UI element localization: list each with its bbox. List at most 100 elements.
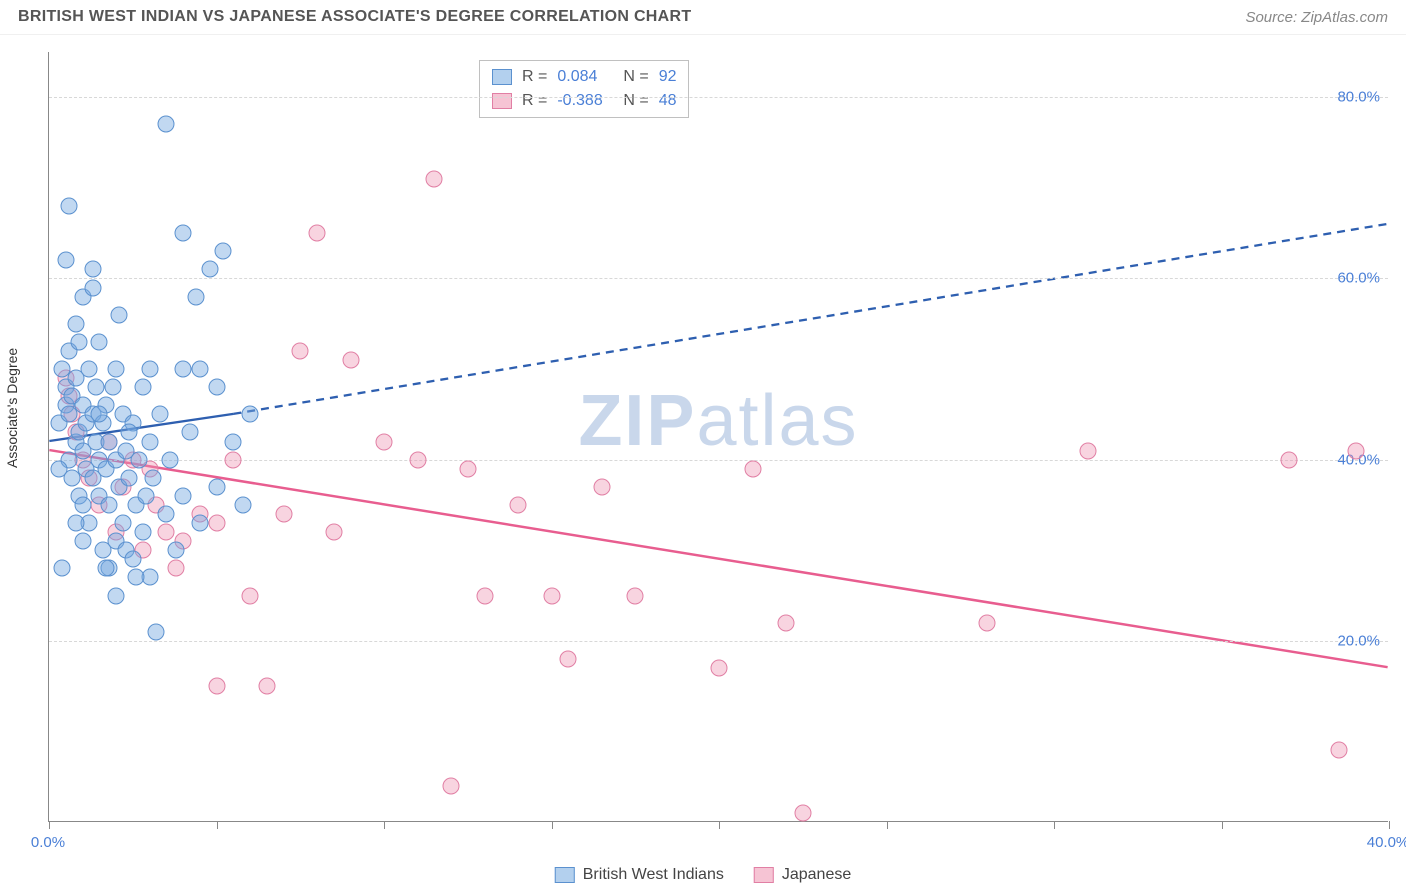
data-point bbox=[778, 614, 795, 631]
data-point bbox=[1330, 741, 1347, 758]
y-tick-label: 80.0% bbox=[1337, 89, 1380, 106]
data-point bbox=[101, 496, 118, 513]
data-point bbox=[141, 433, 158, 450]
data-point bbox=[151, 406, 168, 423]
data-point bbox=[74, 496, 91, 513]
data-point bbox=[1347, 442, 1364, 459]
x-tick bbox=[719, 821, 720, 829]
y-axis-label: Associate's Degree bbox=[4, 348, 20, 468]
x-tick bbox=[887, 821, 888, 829]
x-tick bbox=[1054, 821, 1055, 829]
data-point bbox=[215, 243, 232, 260]
data-point bbox=[201, 261, 218, 278]
data-point bbox=[225, 433, 242, 450]
data-point bbox=[97, 560, 114, 577]
chart-title: BRITISH WEST INDIAN VS JAPANESE ASSOCIAT… bbox=[18, 8, 691, 26]
data-point bbox=[108, 361, 125, 378]
scatter-plot-area: ZIPatlas R = 0.084 N = 92 R = -0.388 N =… bbox=[48, 52, 1388, 822]
data-point bbox=[443, 777, 460, 794]
legend-item-series1: British West Indians bbox=[555, 866, 724, 884]
data-point bbox=[744, 460, 761, 477]
data-point bbox=[275, 506, 292, 523]
data-point bbox=[161, 451, 178, 468]
data-point bbox=[111, 306, 128, 323]
data-point bbox=[711, 660, 728, 677]
trend-line bbox=[49, 450, 1387, 667]
data-point bbox=[208, 478, 225, 495]
legend-item-series2: Japanese bbox=[754, 866, 851, 884]
data-point bbox=[67, 315, 84, 332]
data-point bbox=[158, 116, 175, 133]
data-point bbox=[134, 379, 151, 396]
data-point bbox=[188, 288, 205, 305]
data-point bbox=[309, 225, 326, 242]
data-point bbox=[208, 515, 225, 532]
gridline bbox=[49, 460, 1388, 461]
x-tick bbox=[384, 821, 385, 829]
trendlines-layer bbox=[49, 52, 1388, 821]
y-tick-label: 20.0% bbox=[1337, 632, 1380, 649]
data-point bbox=[104, 379, 121, 396]
data-point bbox=[71, 333, 88, 350]
data-point bbox=[325, 524, 342, 541]
data-point bbox=[235, 496, 252, 513]
data-point bbox=[144, 469, 161, 486]
data-point bbox=[131, 451, 148, 468]
data-point bbox=[979, 614, 996, 631]
data-point bbox=[292, 342, 309, 359]
source-attribution: Source: ZipAtlas.com bbox=[1245, 9, 1388, 26]
legend-label: British West Indians bbox=[583, 866, 724, 884]
x-tick bbox=[49, 821, 50, 829]
data-point bbox=[87, 379, 104, 396]
data-point bbox=[208, 379, 225, 396]
data-point bbox=[158, 524, 175, 541]
trend-line bbox=[233, 224, 1387, 414]
data-point bbox=[91, 333, 108, 350]
data-point bbox=[121, 424, 138, 441]
x-tick bbox=[552, 821, 553, 829]
data-point bbox=[627, 587, 644, 604]
data-point bbox=[208, 678, 225, 695]
data-point bbox=[242, 406, 259, 423]
x-tick-label: 40.0% bbox=[1367, 834, 1406, 851]
data-point bbox=[141, 361, 158, 378]
data-point bbox=[476, 587, 493, 604]
x-tick bbox=[1389, 821, 1390, 829]
gridline bbox=[49, 278, 1388, 279]
data-point bbox=[459, 460, 476, 477]
swatch-pink-icon bbox=[754, 867, 774, 883]
data-point bbox=[121, 469, 138, 486]
data-point bbox=[794, 804, 811, 821]
data-point bbox=[101, 433, 118, 450]
data-point bbox=[67, 515, 84, 532]
data-point bbox=[74, 533, 91, 550]
data-point bbox=[91, 406, 108, 423]
data-point bbox=[376, 433, 393, 450]
data-point bbox=[342, 352, 359, 369]
data-point bbox=[124, 551, 141, 568]
data-point bbox=[175, 487, 192, 504]
data-point bbox=[128, 569, 145, 586]
data-point bbox=[191, 361, 208, 378]
data-point bbox=[134, 524, 151, 541]
data-point bbox=[593, 478, 610, 495]
series-legend: British West Indians Japanese bbox=[555, 866, 851, 884]
swatch-blue-icon bbox=[555, 867, 575, 883]
data-point bbox=[510, 496, 527, 513]
data-point bbox=[1079, 442, 1096, 459]
data-point bbox=[409, 451, 426, 468]
data-point bbox=[175, 361, 192, 378]
data-point bbox=[81, 361, 98, 378]
data-point bbox=[54, 560, 71, 577]
data-point bbox=[114, 515, 131, 532]
data-point bbox=[191, 515, 208, 532]
gridline bbox=[49, 641, 1388, 642]
data-point bbox=[138, 487, 155, 504]
x-tick bbox=[1222, 821, 1223, 829]
data-point bbox=[225, 451, 242, 468]
data-point bbox=[168, 560, 185, 577]
gridline bbox=[49, 97, 1388, 98]
data-point bbox=[426, 170, 443, 187]
data-point bbox=[1280, 451, 1297, 468]
data-point bbox=[158, 506, 175, 523]
